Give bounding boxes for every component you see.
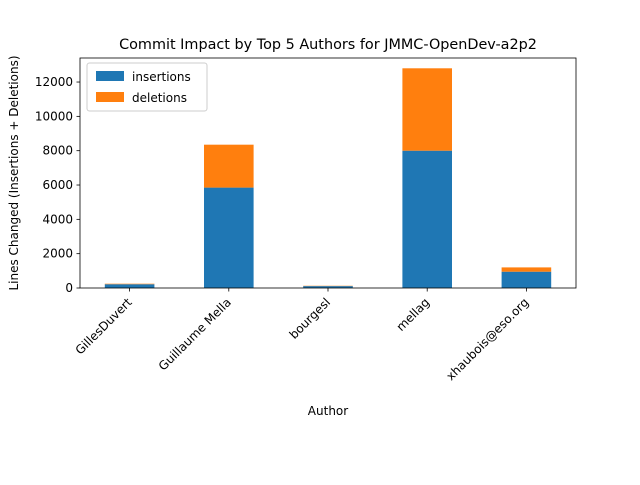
bar-deletions-0 <box>105 284 155 285</box>
y-tick-label: 10000 <box>35 109 73 123</box>
legend-label-insertions: insertions <box>132 70 191 84</box>
bar-insertions-1 <box>204 188 254 288</box>
y-tick-label: 4000 <box>42 212 73 226</box>
legend-swatch-insertions <box>96 71 124 81</box>
y-tick-label: 12000 <box>35 75 73 89</box>
bar-deletions-1 <box>204 145 254 188</box>
y-tick-label: 0 <box>65 281 73 295</box>
chart-title: Commit Impact by Top 5 Authors for JMMC-… <box>119 37 537 53</box>
legend-label-deletions: deletions <box>132 91 187 105</box>
bar-insertions-3 <box>402 151 452 288</box>
x-axis-label: Author <box>308 404 348 418</box>
bar-insertions-0 <box>105 284 155 288</box>
y-tick-label: 6000 <box>42 178 73 192</box>
y-tick-label: 2000 <box>42 247 73 261</box>
bar-insertions-4 <box>502 272 552 288</box>
bar-deletions-4 <box>502 267 552 271</box>
legend-swatch-deletions <box>96 92 124 102</box>
bar-deletions-3 <box>402 68 452 150</box>
y-tick-label: 8000 <box>42 144 73 158</box>
y-axis-label: Lines Changed (Insertions + Deletions) <box>7 55 21 290</box>
legend: insertions deletions <box>87 63 207 111</box>
